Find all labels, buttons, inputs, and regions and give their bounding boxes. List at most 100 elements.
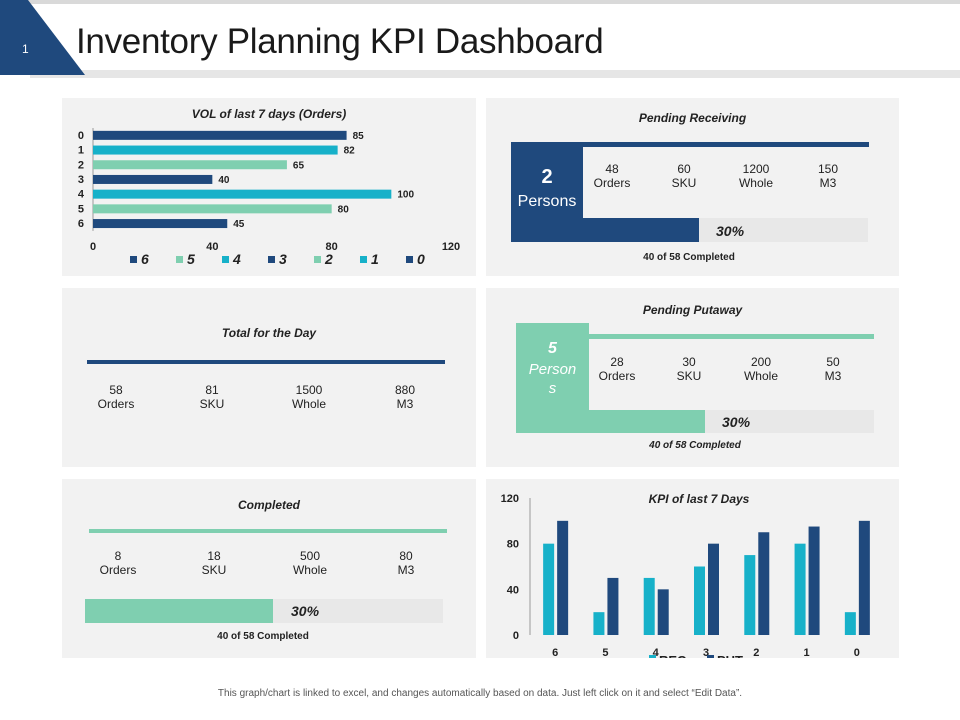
vol-category-label: 1 — [78, 145, 84, 157]
kpi-bar-put-1[interactable] — [808, 526, 820, 635]
kpi-y-tick: 80 — [507, 539, 519, 551]
kpi-bar-rec-1[interactable] — [794, 543, 806, 635]
vol-category-label: 2 — [78, 159, 84, 171]
receiving-stat-value: 48 — [605, 162, 619, 176]
completed-stat-value: 80 — [399, 549, 413, 563]
vol-data-label: 40 — [218, 175, 230, 186]
kpi-bar-put-6[interactable] — [557, 520, 569, 635]
vol-legend-swatch — [176, 256, 183, 263]
putaway-stat-unit: Whole — [743, 369, 778, 383]
pending-receiving-panel: Pending Receiving 2 Persons 48 Orders 60 SK… — [486, 98, 899, 276]
putaway-progress-fill — [589, 410, 705, 433]
kpi-y-tick: 0 — [513, 630, 519, 642]
kpi-x-tick: 4 — [653, 647, 660, 658]
receiving-stat-value: 60 — [677, 162, 691, 176]
kpi-y-tick: 40 — [507, 584, 519, 596]
vol-legend-swatch — [314, 256, 321, 263]
kpi-bar-rec-2[interactable] — [744, 555, 756, 635]
total-day-panel: Total for the Day 58 Orders 81 SKU 1500 Whole… — [62, 288, 476, 467]
vol-legend-label: 3 — [279, 251, 287, 267]
putaway-stat-m3: 50 M3 — [798, 355, 868, 383]
vol-legend-label: 5 — [187, 251, 195, 267]
total-day-stat-value: 880 — [394, 383, 416, 397]
kpi-chart-panel: KPI of last 7 Days 0 40 80 120 6 5 4 3 2 1 0 REC PUT — [486, 479, 899, 658]
putaway-stat-unit: SKU — [676, 369, 702, 383]
total-day-stat-whole: 1500 Whole — [274, 383, 344, 411]
kpi-bar-chart[interactable]: KPI of last 7 Days 0 40 80 120 6 5 4 3 2 1 0 REC PUT — [486, 479, 899, 658]
completed-percent: 30% — [291, 603, 320, 619]
completed-stat-value: 18 — [207, 549, 221, 563]
completed-stat-unit: Whole — [292, 563, 327, 577]
putaway-stat-value: 28 — [610, 355, 624, 369]
footer-note: This graph/chart is linked to excel, and… — [217, 688, 743, 699]
vol-bar-3[interactable] — [93, 174, 213, 184]
putaway-persons-label-1: Person — [528, 361, 577, 378]
receiving-persons-label: Persons — [517, 193, 577, 210]
vol-legend-swatch — [222, 256, 229, 263]
total-day-stat-value: 58 — [109, 383, 123, 397]
kpi-bar-rec-3[interactable] — [694, 566, 705, 636]
kpi-bar-put-5[interactable] — [607, 577, 619, 635]
vol-x-tick: 80 — [326, 241, 338, 253]
vol-category-label: 3 — [78, 174, 84, 186]
vol-chart-title: VOL of last 7 days (Orders) — [191, 107, 347, 121]
vol-bar-6[interactable] — [93, 219, 228, 229]
pending-putaway-title: Pending Putaway — [642, 303, 743, 317]
kpi-bar-put-3[interactable] — [708, 543, 719, 635]
completed-stat-value: 500 — [299, 549, 321, 563]
kpi-bar-put-0[interactable] — [858, 520, 870, 635]
vol-bar-5[interactable] — [93, 204, 332, 214]
completed-stat-value: 8 — [114, 549, 122, 563]
completed-progress-fill — [85, 599, 273, 623]
receiving-stat-value: 1200 — [742, 162, 770, 176]
vol-legend-swatch — [406, 256, 413, 263]
kpi-x-tick: 2 — [753, 647, 759, 658]
kpi-legend-label: REC — [659, 653, 687, 658]
total-day-stat-orders: 58 Orders — [81, 383, 151, 411]
putaway-percent: 30% — [722, 414, 751, 430]
kpi-x-tick: 3 — [703, 647, 709, 658]
vol-category-label: 4 — [78, 189, 85, 201]
vol-bar-4[interactable] — [93, 189, 392, 199]
completed-completed-text: 40 of 58 Completed — [217, 631, 309, 642]
total-day-stat-sku: 81 SKU — [177, 383, 247, 411]
kpi-bar-rec-0[interactable] — [844, 612, 856, 635]
vol-data-label: 100 — [397, 190, 414, 201]
vol-x-tick: 0 — [90, 241, 96, 253]
receiving-stat-sku: 60 SKU — [649, 162, 719, 190]
vol-bar-2[interactable] — [93, 160, 287, 170]
putaway-top-bar — [516, 334, 874, 339]
kpi-bar-put-4[interactable] — [657, 589, 669, 635]
vol-legend-label: 2 — [324, 251, 333, 267]
putaway-persons-label-2: s — [548, 380, 557, 397]
kpi-bar-rec-6[interactable] — [543, 543, 555, 635]
vol-x-tick: 40 — [206, 241, 218, 253]
receiving-stat-unit: Whole — [738, 176, 773, 190]
completed-stat-unit: M3 — [397, 563, 415, 577]
page-title: Inventory Planning KPI Dashboard — [76, 22, 604, 61]
putaway-stat-whole: 200 Whole — [726, 355, 796, 383]
kpi-bar-rec-4[interactable] — [643, 577, 655, 635]
receiving-stat-unit: M3 — [819, 176, 837, 190]
slide-number-badge — [0, 0, 85, 75]
putaway-stat-value: 30 — [682, 355, 696, 369]
receiving-completed-text: 40 of 58 Completed — [643, 252, 735, 263]
vol-legend-label: 6 — [141, 251, 149, 267]
top-divider — [0, 0, 960, 4]
putaway-persons-value: 5 — [548, 340, 557, 357]
vol-legend-label: 0 — [417, 251, 425, 267]
putaway-stat-value: 50 — [826, 355, 840, 369]
kpi-bar-put-2[interactable] — [758, 532, 770, 635]
completed-top-bar — [89, 529, 447, 533]
vol-data-label: 65 — [293, 160, 305, 171]
kpi-bar-rec-5[interactable] — [593, 612, 605, 635]
kpi-legend-swatch — [649, 655, 656, 658]
vol-bar-1[interactable] — [93, 145, 338, 155]
vol-bar-0[interactable] — [93, 130, 347, 140]
vol-legend-swatch — [268, 256, 275, 263]
putaway-persons-block — [516, 323, 589, 433]
vol-category-label: 5 — [78, 203, 84, 215]
completed-stat-unit: Orders — [99, 563, 137, 577]
completed-title: Completed — [237, 498, 300, 512]
